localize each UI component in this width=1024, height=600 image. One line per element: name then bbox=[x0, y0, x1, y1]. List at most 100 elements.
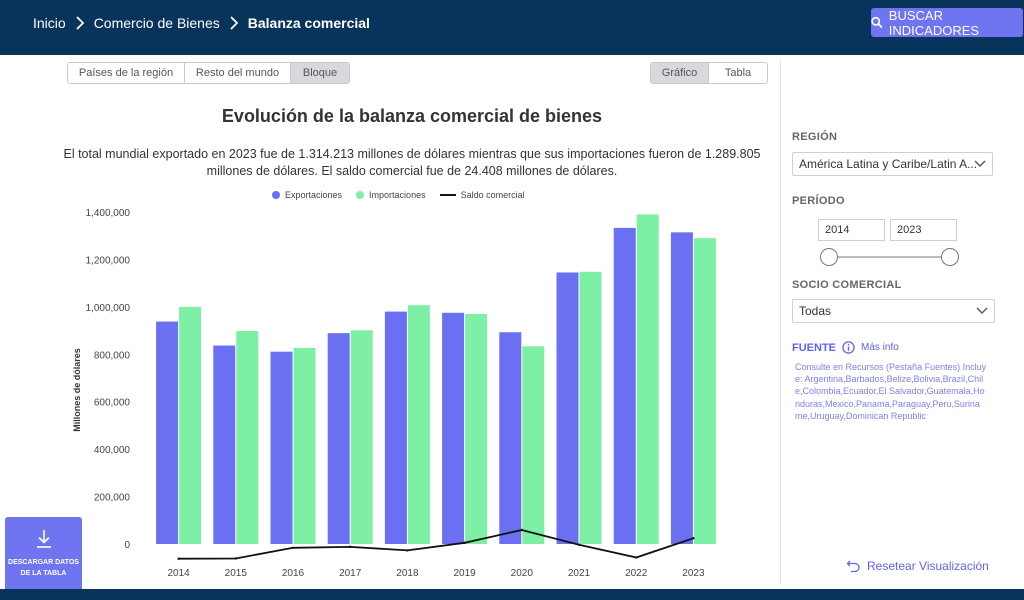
x-tick-label: 2016 bbox=[282, 568, 305, 579]
socio-label: SOCIO COMERCIAL bbox=[792, 279, 902, 291]
legend-swatch-imports bbox=[356, 191, 365, 199]
download-table-label: DESCARGAR DATOS DE LA TABLA bbox=[8, 559, 79, 577]
year-from-input[interactable]: 2014 bbox=[818, 219, 885, 241]
region-select-value: América Latina y Caribe/Latin A... bbox=[799, 157, 978, 171]
mas-info-link[interactable]: Más info bbox=[861, 342, 899, 353]
tab-tabla[interactable]: Tabla bbox=[709, 63, 767, 83]
imports-bar[interactable] bbox=[179, 306, 202, 544]
panel-divider bbox=[780, 60, 781, 585]
chart-legend: Exportaciones Importaciones Saldo comerc… bbox=[272, 190, 525, 200]
region-scope-tabs: Países de la región Resto del mundo Bloq… bbox=[67, 62, 350, 84]
y-tick-label: 1,200,000 bbox=[86, 255, 131, 266]
undo-icon bbox=[846, 560, 860, 573]
balance-point[interactable] bbox=[349, 545, 352, 549]
legend-swatch-exports bbox=[272, 191, 280, 199]
y-tick-label: 1,400,000 bbox=[86, 208, 131, 219]
exports-bar[interactable] bbox=[556, 272, 579, 544]
exports-bar[interactable] bbox=[213, 345, 236, 544]
balance-point[interactable] bbox=[463, 541, 466, 545]
reset-visualization-button[interactable]: Resetear Visualización bbox=[846, 558, 989, 573]
imports-bar[interactable] bbox=[636, 214, 659, 544]
period-slider-start-handle[interactable] bbox=[820, 248, 838, 266]
balance-point[interactable] bbox=[406, 549, 409, 552]
imports-bar[interactable] bbox=[579, 271, 602, 544]
imports-bar[interactable] bbox=[350, 330, 373, 544]
breadcrumb-comercio[interactable]: Comercio de Bienes bbox=[93, 15, 220, 31]
balance-point[interactable] bbox=[635, 556, 638, 559]
balance-chart: 0 200,000 400,000 600,000 800,000 1,000,000 1,… bbox=[72, 208, 716, 579]
balance-point[interactable] bbox=[520, 528, 523, 532]
x-tick-label: 2020 bbox=[511, 568, 534, 579]
breadcrumb-inicio[interactable]: Inicio bbox=[33, 15, 66, 31]
imports-bar[interactable] bbox=[236, 331, 259, 544]
x-tick-label: 2015 bbox=[225, 568, 248, 579]
bottom-bar bbox=[0, 589, 1024, 600]
download-table-button[interactable]: DESCARGAR DATOS DE LA TABLA bbox=[5, 517, 82, 600]
x-tick-label: 2017 bbox=[339, 568, 362, 579]
balance-line[interactable] bbox=[178, 529, 694, 560]
chevron-down-icon bbox=[974, 160, 986, 167]
legend-item-saldo[interactable]: Saldo comercial bbox=[439, 190, 525, 200]
fuente-row: FUENTE Más info bbox=[792, 341, 899, 354]
exports-bar[interactable] bbox=[499, 332, 522, 544]
reset-visualization-label: Resetear Visualización bbox=[867, 558, 989, 573]
tab-bloque[interactable]: Bloque bbox=[291, 63, 349, 83]
legend-label-balance: Saldo comercial bbox=[460, 190, 525, 200]
legend-item-exportaciones[interactable]: Exportaciones bbox=[272, 190, 342, 200]
exports-bar[interactable] bbox=[327, 333, 350, 544]
socio-select-value: Todas bbox=[799, 304, 832, 318]
balance-point[interactable] bbox=[291, 546, 295, 549]
period-slider-track[interactable] bbox=[829, 256, 950, 258]
y-tick-label: 0 bbox=[124, 540, 130, 551]
x-tick-label: 2018 bbox=[396, 568, 419, 579]
breadcrumb-current: Balanza comercial bbox=[247, 15, 370, 31]
chevron-right-icon bbox=[76, 16, 84, 30]
breadcrumb: Inicio Comercio de Bienes Balanza comerc… bbox=[33, 15, 370, 31]
search-indicators-label: BUSCAR INDICADORES bbox=[888, 7, 980, 38]
balance-point[interactable] bbox=[577, 543, 581, 546]
socio-select[interactable]: Todas bbox=[792, 299, 995, 323]
top-navigation-bar: Inicio Comercio de Bienes Balanza comerc… bbox=[0, 0, 1024, 55]
tab-grafico[interactable]: Gráfico bbox=[651, 63, 709, 83]
tab-resto-mundo[interactable]: Resto del mundo bbox=[185, 63, 291, 83]
y-tick-label: 400,000 bbox=[94, 445, 131, 456]
exports-bar[interactable] bbox=[670, 232, 693, 544]
search-icon bbox=[871, 16, 883, 29]
year-to-input[interactable]: 2023 bbox=[890, 219, 957, 241]
chart-title: Evolución de la balanza comercial de bie… bbox=[221, 106, 603, 126]
balance-point[interactable] bbox=[692, 537, 695, 540]
period-slider-end-handle[interactable] bbox=[941, 248, 959, 266]
exports-bar[interactable] bbox=[384, 311, 407, 544]
imports-bar[interactable] bbox=[407, 305, 430, 544]
legend-label-exports: Exportaciones bbox=[285, 190, 343, 200]
fuente-label: FUENTE bbox=[792, 341, 836, 354]
imports-bar[interactable] bbox=[522, 346, 545, 544]
region-select[interactable]: América Latina y Caribe/Latin A... bbox=[792, 152, 993, 176]
exports-bar[interactable] bbox=[613, 227, 636, 545]
y-tick-label: 1,000,000 bbox=[86, 303, 131, 314]
periodo-label: PERÍODO bbox=[792, 195, 845, 207]
x-tick-label: 2021 bbox=[568, 568, 591, 579]
y-tick-label: 800,000 bbox=[94, 350, 131, 361]
balance-point[interactable] bbox=[234, 557, 237, 560]
imports-bar[interactable] bbox=[693, 238, 716, 544]
exports-bar[interactable] bbox=[270, 351, 293, 544]
fuente-description: Consulte en Recursos (Pestaña Fuentes) I… bbox=[795, 362, 987, 421]
y-tick-label: 600,000 bbox=[94, 398, 131, 409]
search-indicators-button[interactable]: BUSCAR INDICADORES bbox=[871, 7, 1023, 38]
x-tick-label: 2014 bbox=[167, 568, 190, 579]
y-axis-label: Millones de dólares bbox=[72, 348, 82, 432]
exports-bar[interactable] bbox=[156, 321, 179, 544]
balance-point[interactable] bbox=[177, 557, 180, 560]
chart-subtitle: El total mundial exportado en 2023 fue d… bbox=[63, 147, 761, 178]
chevron-down-icon bbox=[976, 307, 988, 314]
chevron-right-icon bbox=[230, 16, 239, 30]
tab-paises-region[interactable]: Países de la región bbox=[68, 63, 185, 83]
legend-item-importaciones[interactable]: Importaciones bbox=[356, 190, 426, 200]
info-icon[interactable] bbox=[842, 341, 855, 354]
exports-bar[interactable] bbox=[442, 312, 465, 544]
legend-swatch-balance bbox=[439, 194, 456, 196]
imports-bar[interactable] bbox=[293, 347, 316, 544]
x-tick-label: 2023 bbox=[682, 568, 705, 579]
imports-bar[interactable] bbox=[465, 313, 488, 544]
